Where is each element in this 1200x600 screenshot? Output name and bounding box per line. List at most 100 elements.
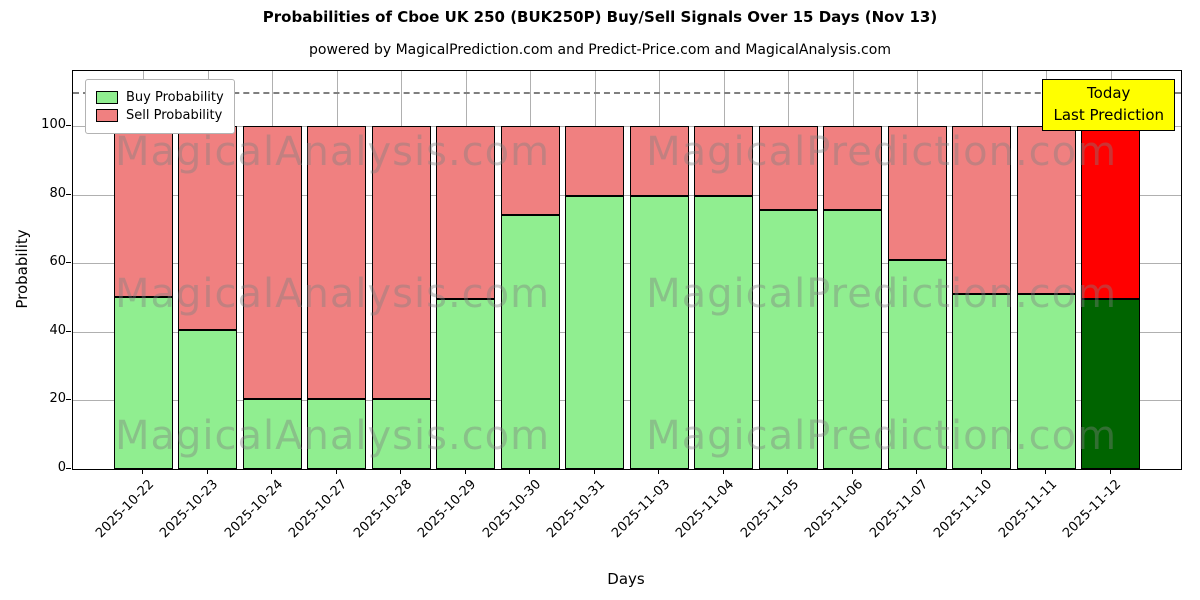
gridline xyxy=(73,125,1181,127)
threshold-dashed-line xyxy=(73,91,1181,94)
x-tick-label: 2025-10-23 xyxy=(157,477,222,542)
y-tick xyxy=(66,193,71,195)
y-tick-label: 0 xyxy=(57,460,66,475)
y-tick-label: 20 xyxy=(49,391,66,407)
bar-segment-sell xyxy=(758,125,818,210)
bar-segment-sell xyxy=(436,125,496,300)
legend-item-sell: Sell Probability xyxy=(96,108,224,123)
y-tick xyxy=(66,468,71,469)
bar-segment-sell xyxy=(629,125,689,197)
x-tick xyxy=(851,469,853,474)
y-tick-label: 40 xyxy=(49,322,66,338)
today-annotation: Today Last Prediction xyxy=(1042,79,1175,131)
watermark-text: MagicalAnalysis.com MagicalPrediction.co… xyxy=(115,413,1118,459)
x-tick xyxy=(593,469,595,474)
y-tick-label: 60 xyxy=(49,254,66,270)
legend-item-buy: Buy Probability xyxy=(96,90,224,105)
bar-segment-buy xyxy=(371,398,431,469)
bar-segment-sell xyxy=(113,125,173,298)
bar-segment-buy xyxy=(1081,299,1141,469)
x-tick xyxy=(142,469,144,474)
bar-segment-buy xyxy=(178,330,238,469)
x-tick xyxy=(335,469,337,474)
bar-segment-buy xyxy=(113,297,173,469)
y-tick xyxy=(66,330,71,332)
x-tick xyxy=(529,469,531,474)
x-tick-label: 2025-10-28 xyxy=(350,477,415,542)
bar-segment-buy xyxy=(500,215,560,469)
x-tick-label: 2025-11-12 xyxy=(1060,477,1125,542)
bar-segment-buy xyxy=(565,196,625,469)
bar-segment-sell xyxy=(178,125,238,331)
x-tick xyxy=(916,469,918,474)
x-tick xyxy=(206,469,208,474)
bar-segment-sell xyxy=(823,125,883,210)
bar-segment-buy xyxy=(436,299,496,469)
x-tick-label: 2025-10-27 xyxy=(286,477,351,542)
bar-segment-buy xyxy=(307,398,367,469)
y-tick xyxy=(66,262,71,264)
x-tick xyxy=(400,469,402,474)
bar-segment-sell xyxy=(1081,125,1141,300)
bar-segment-sell xyxy=(242,125,302,399)
y-tick-label: 80 xyxy=(49,185,66,201)
x-tick-label: 2025-10-24 xyxy=(221,477,286,542)
y-tick xyxy=(66,399,71,401)
bar-segment-buy xyxy=(1016,294,1076,469)
x-tick-label: 2025-11-05 xyxy=(737,477,802,542)
x-tick-label: 2025-11-11 xyxy=(995,477,1060,542)
gridline xyxy=(73,194,1181,196)
x-tick-label: 2025-10-31 xyxy=(544,477,609,542)
bar-segment-sell xyxy=(694,125,754,197)
x-tick xyxy=(1109,469,1111,474)
annotation-line-1: Today xyxy=(1087,84,1131,102)
x-tick xyxy=(1045,469,1047,474)
x-tick-label: 2025-10-29 xyxy=(415,477,480,542)
bar-segment-buy xyxy=(694,196,754,469)
y-tick-label: 100 xyxy=(41,116,66,132)
watermark-text: MagicalAnalysis.com MagicalPrediction.co… xyxy=(115,129,1118,175)
bar-segment-sell xyxy=(371,125,431,399)
x-tick xyxy=(271,469,273,474)
bar-segment-sell xyxy=(565,125,625,197)
bar-segment-buy xyxy=(242,398,302,469)
annotation-line-2: Last Prediction xyxy=(1053,105,1164,124)
y-axis-label: Probability xyxy=(13,229,31,309)
chart-subtitle: powered by MagicalPrediction.com and Pre… xyxy=(309,42,891,58)
x-tick-label: 2025-10-30 xyxy=(479,477,544,542)
bar-segment-buy xyxy=(952,294,1012,469)
x-tick xyxy=(464,469,466,474)
bar-segment-buy xyxy=(758,209,818,469)
x-axis-label: Days xyxy=(607,570,645,588)
x-tick-label: 2025-10-22 xyxy=(92,477,157,542)
chart-title: Probabilities of Cboe UK 250 (BUK250P) B… xyxy=(262,8,938,26)
gridline xyxy=(73,400,1181,402)
bar-segment-buy xyxy=(887,259,947,469)
x-tick-label: 2025-11-03 xyxy=(608,477,673,542)
watermark-text: MagicalAnalysis.com MagicalPrediction.co… xyxy=(115,271,1118,317)
x-tick xyxy=(980,469,982,474)
buy-swatch xyxy=(96,91,118,104)
x-tick xyxy=(722,469,724,474)
x-tick xyxy=(658,469,660,474)
x-tick-label: 2025-11-07 xyxy=(866,477,931,542)
bar-segment-buy xyxy=(823,209,883,469)
sell-swatch xyxy=(96,109,118,122)
bar-segment-sell xyxy=(887,125,947,260)
x-tick-label: 2025-11-06 xyxy=(802,477,867,542)
y-tick xyxy=(66,124,71,126)
legend-label-buy: Buy Probability xyxy=(126,90,224,105)
bar-segment-sell xyxy=(500,125,560,216)
gridline xyxy=(73,263,1181,265)
legend: Buy Probability Sell Probability xyxy=(85,79,235,134)
bar-segment-buy xyxy=(629,196,689,469)
legend-label-sell: Sell Probability xyxy=(126,108,223,123)
x-tick-label: 2025-11-04 xyxy=(673,477,738,542)
plot-area: Buy Probability Sell Probability Today L… xyxy=(72,70,1182,470)
bar-segment-sell xyxy=(952,125,1012,294)
bar-segment-sell xyxy=(307,125,367,399)
x-tick-label: 2025-11-10 xyxy=(931,477,996,542)
gridline xyxy=(73,331,1181,333)
x-tick xyxy=(787,469,789,474)
